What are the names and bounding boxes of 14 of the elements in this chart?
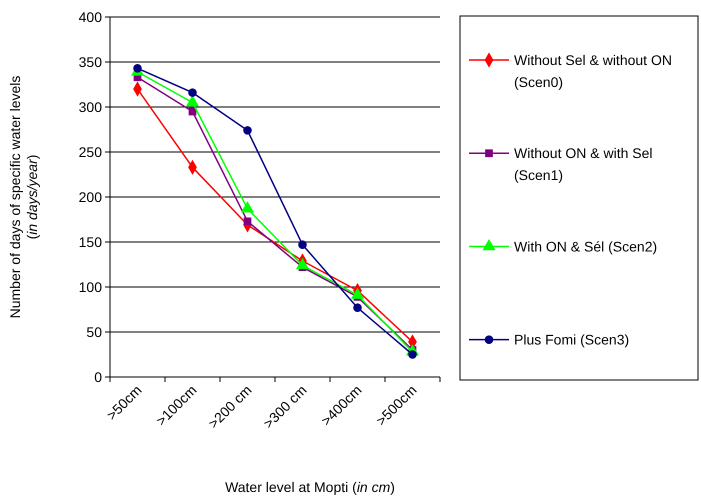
y-tick-label: 350 (78, 54, 102, 70)
y-tick-label: 50 (86, 324, 102, 340)
legend-label: With ON & Sél (Scen2) (514, 238, 658, 254)
y-tick-label: 300 (78, 98, 102, 115)
y-tick-label: 400 (78, 8, 102, 25)
y-tick-label: 250 (78, 144, 102, 160)
legend-label: Without Sel & without ON (Scen0) (514, 52, 672, 90)
y-tick-label: 150 (78, 234, 102, 250)
legend-label: Without ON & with Sel (Scen1) (514, 145, 652, 184)
x-axis-title: Water level at Mopti (in cm) (225, 479, 395, 495)
y-tick-label: 0 (94, 368, 102, 385)
y-tick-label: 100 (78, 278, 102, 295)
legend-label: Plus Fomi (Scen3) (514, 332, 630, 348)
y-tick-label: 200 (78, 188, 102, 205)
